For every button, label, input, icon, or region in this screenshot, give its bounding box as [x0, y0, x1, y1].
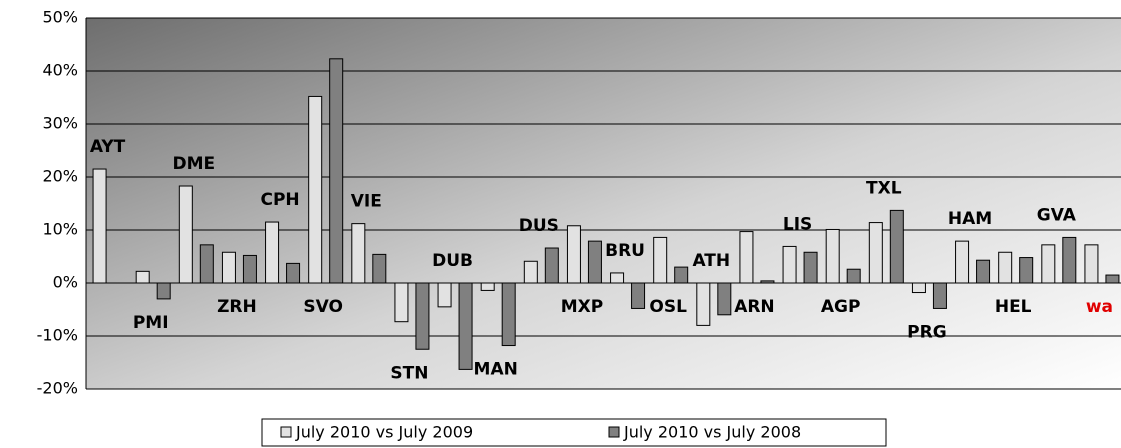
- category-label: PRG: [907, 322, 947, 342]
- y-tick-label: -10%: [37, 326, 78, 345]
- bar: [135, 270, 150, 284]
- bar: [955, 240, 970, 284]
- bar: [674, 266, 689, 284]
- bar: [480, 282, 495, 291]
- category-label: ATH: [692, 251, 730, 271]
- bar: [1019, 257, 1034, 284]
- bar: [610, 272, 625, 284]
- category-label: wa: [1086, 297, 1113, 317]
- bar: [199, 244, 214, 284]
- category-label: VIE: [351, 192, 382, 212]
- bar: [631, 282, 646, 309]
- category-label: LIS: [783, 214, 812, 234]
- bar: [587, 240, 602, 284]
- bar: [976, 259, 991, 284]
- bar: [1084, 244, 1099, 284]
- bar: [868, 222, 883, 284]
- bar: [458, 282, 473, 370]
- bar: [351, 223, 366, 284]
- category-label: BRU: [605, 241, 645, 261]
- bar: [242, 254, 257, 284]
- category-label: ZRH: [217, 297, 257, 317]
- bar: [846, 268, 861, 284]
- bar: [911, 282, 926, 294]
- legend: [261, 418, 887, 447]
- y-tick-label: 10%: [42, 220, 78, 239]
- bar: [92, 168, 107, 284]
- category-label: DUB: [432, 251, 473, 271]
- bar: [1105, 274, 1120, 284]
- bar: [998, 251, 1013, 284]
- bar: [889, 209, 904, 284]
- category-label: AGP: [821, 297, 861, 317]
- category-label: TXL: [866, 178, 902, 198]
- bar: [415, 282, 430, 350]
- y-tick-label: 20%: [42, 167, 78, 186]
- bar: [329, 58, 344, 284]
- bar: [760, 280, 775, 284]
- bar: [544, 247, 559, 284]
- bar: [739, 231, 754, 284]
- bar: [653, 236, 668, 284]
- bar: [932, 282, 947, 309]
- category-label: HAM: [948, 209, 992, 229]
- bar: [308, 95, 323, 284]
- bar: [156, 282, 171, 300]
- bar: [782, 245, 797, 284]
- category-label: OSL: [649, 297, 687, 317]
- y-tick-label: 50%: [42, 8, 78, 27]
- category-label: MAN: [474, 360, 518, 380]
- bar: [523, 260, 538, 284]
- bar: [566, 225, 581, 284]
- category-label: DME: [172, 154, 215, 174]
- bar: [394, 282, 409, 323]
- bar: [696, 282, 711, 326]
- legend-swatch: [280, 426, 292, 438]
- category-label: AYT: [90, 137, 126, 157]
- plot-area: [86, 18, 1121, 389]
- legend-label: July 2010 vs July 2009: [295, 423, 473, 442]
- bar: [265, 221, 280, 284]
- category-label: PMI: [133, 313, 169, 333]
- category-label: CPH: [260, 190, 299, 210]
- bar: [501, 282, 516, 347]
- bar: [717, 282, 732, 316]
- legend-label: July 2010 vs July 2008: [623, 423, 801, 442]
- category-label: STN: [390, 363, 428, 383]
- bar: [178, 185, 193, 284]
- bar: [437, 282, 452, 308]
- category-label: HEL: [995, 297, 1032, 317]
- plot: AYT PMI DME ZRH CPH SVO VIE STN DUB MAN DUS MXP BRU O…: [86, 17, 1121, 390]
- bar: [825, 228, 840, 284]
- bar: [221, 251, 236, 284]
- bar: [372, 253, 387, 284]
- y-tick-label: -20%: [37, 379, 78, 398]
- category-label: GVA: [1037, 205, 1077, 225]
- legend-swatch: [608, 426, 620, 438]
- bar: [1062, 236, 1077, 284]
- bar: [803, 251, 818, 284]
- y-tick-label: 0%: [53, 273, 78, 292]
- bar: [286, 262, 301, 284]
- category-label: DUS: [519, 216, 559, 236]
- category-label: SVO: [303, 297, 343, 317]
- category-label: ARN: [734, 297, 774, 317]
- bar: [1041, 244, 1056, 284]
- category-label: MXP: [561, 297, 603, 317]
- y-tick-label: 40%: [42, 61, 78, 80]
- y-tick-label: 30%: [42, 114, 78, 133]
